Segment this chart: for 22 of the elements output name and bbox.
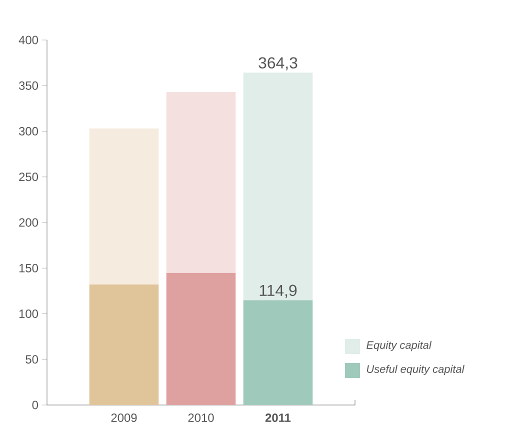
x-tick-label: 2009 — [111, 414, 137, 422]
data-label: 114,9 — [260, 284, 297, 298]
total-label: 364,3 — [258, 57, 298, 70]
bar — [166, 92, 236, 273]
bar — [89, 128, 159, 285]
bar — [243, 300, 313, 405]
legend-label: Equity capital — [366, 340, 432, 352]
legend-label: Useful equity capital — [367, 364, 464, 376]
y-tick-label: 50 — [26, 355, 38, 364]
y-tick-label: 300 — [18, 127, 38, 136]
bar — [243, 72, 313, 300]
y-tick-label: 400 — [18, 36, 38, 44]
y-tick-label: 250 — [19, 172, 38, 182]
x-tick-label: 2010 — [188, 414, 214, 422]
bar — [89, 284, 159, 405]
bar — [166, 272, 236, 405]
y-tick-label: 100 — [19, 310, 38, 318]
y-tick-label: 0 — [32, 400, 38, 410]
y-tick-label: 350 — [18, 81, 38, 90]
x-tick-label: 2011 — [265, 414, 291, 422]
y-tick-label: 200 — [19, 218, 38, 227]
y-tick-label: 150 — [19, 264, 38, 272]
